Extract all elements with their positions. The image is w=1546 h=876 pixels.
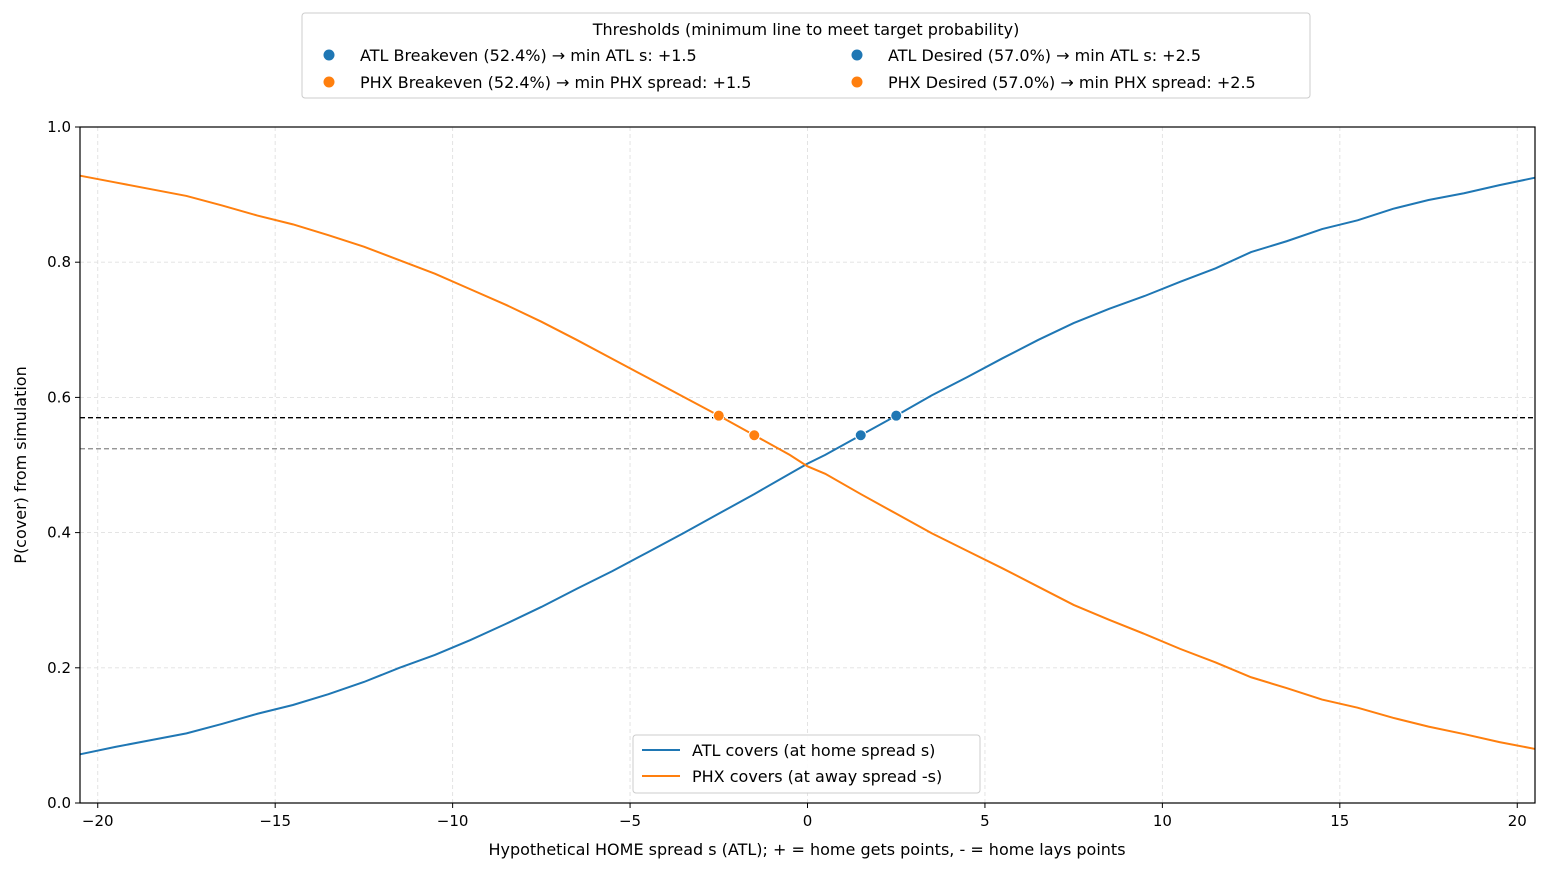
legend-marker-icon — [323, 76, 335, 88]
y-tick-label: 0.6 — [47, 388, 71, 406]
threshold-markers — [712, 409, 903, 442]
threshold-legend-title: Thresholds (minimum line to meet target … — [592, 20, 1020, 39]
x-axis-label: Hypothetical HOME spread s (ATL); + = ho… — [488, 840, 1125, 859]
legend-marker-icon — [851, 76, 863, 88]
x-tick-label: 5 — [980, 812, 990, 830]
x-tick-label: −20 — [82, 812, 114, 830]
x-tick-label: 20 — [1508, 812, 1527, 830]
x-tick-label: 0 — [803, 812, 813, 830]
threshold-marker — [890, 409, 903, 422]
x-tick-label: −15 — [259, 812, 291, 830]
series-legend-item: PHX covers (at away spread -s) — [692, 767, 942, 786]
y-tick-label: 0.2 — [47, 659, 71, 677]
legend-marker-icon — [851, 49, 863, 61]
threshold-legend-item: PHX Breakeven (52.4%) → min PHX spread: … — [360, 73, 751, 92]
y-axis-ticks: 0.0 0.2 0.4 0.6 0.8 1.0 — [47, 118, 80, 812]
threshold-legend-item: PHX Desired (57.0%) → min PHX spread: +2… — [888, 73, 1256, 92]
y-tick-label: 0.0 — [47, 794, 71, 812]
threshold-legend: Thresholds (minimum line to meet target … — [301, 12, 1311, 99]
threshold-legend-item: ATL Desired (57.0%) → min ATL s: +2.5 — [888, 46, 1201, 65]
y-axis-label: P(cover) from simulation — [11, 366, 30, 563]
x-tick-label: −5 — [619, 812, 641, 830]
x-tick-label: −10 — [437, 812, 469, 830]
y-tick-label: 0.4 — [47, 524, 71, 542]
legend-marker-icon — [323, 49, 335, 61]
series-lines — [79, 174, 1536, 756]
threshold-lines — [80, 417, 1535, 450]
grid — [80, 126, 1535, 804]
atl-cover-line — [79, 176, 1536, 756]
threshold-marker — [712, 409, 725, 422]
threshold-marker — [748, 429, 761, 442]
y-tick-label: 0.8 — [47, 253, 71, 271]
series-legend-item: ATL covers (at home spread s) — [692, 741, 935, 760]
threshold-legend-item: ATL Breakeven (52.4%) → min ATL s: +1.5 — [360, 46, 697, 65]
phx-cover-line — [79, 174, 1536, 750]
y-tick-label: 1.0 — [47, 118, 71, 136]
threshold-marker — [854, 429, 867, 442]
series-legend: ATL covers (at home spread s) PHX covers … — [632, 734, 981, 794]
x-tick-label: 15 — [1330, 812, 1349, 830]
x-axis-ticks: −20 −15 −10 −5 0 5 10 15 20 — [82, 803, 1527, 830]
x-tick-label: 10 — [1153, 812, 1172, 830]
